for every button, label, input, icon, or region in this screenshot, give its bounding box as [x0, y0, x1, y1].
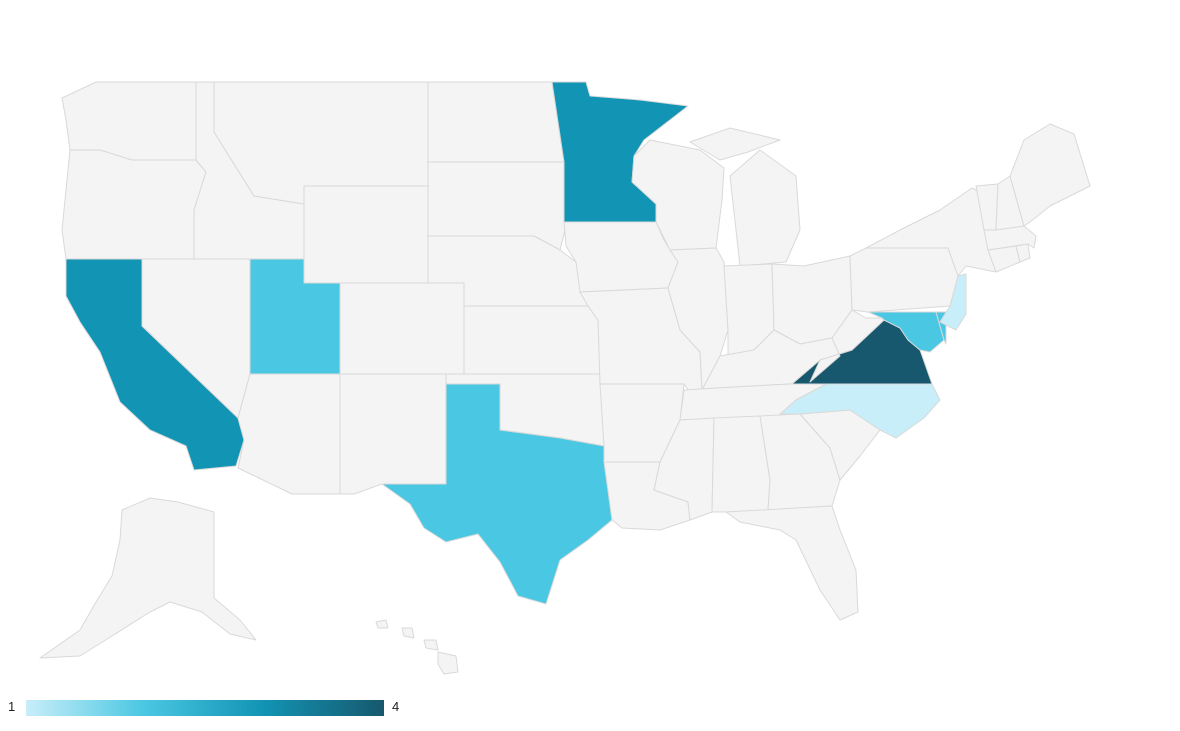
- state-FL[interactable]: [725, 505, 859, 621]
- state-OR[interactable]: [61, 149, 207, 260]
- state-KS[interactable]: [463, 305, 601, 375]
- legend-gradient-bar: [26, 700, 384, 716]
- state-ME[interactable]: [1009, 123, 1091, 227]
- state-TX[interactable]: [381, 383, 613, 605]
- state-AL[interactable]: [711, 415, 771, 513]
- state-MI[interactable]: [689, 127, 801, 267]
- legend-max-label: 4: [392, 699, 400, 714]
- state-CO[interactable]: [339, 282, 465, 375]
- state-AK[interactable]: [39, 497, 257, 659]
- color-legend: 1 4: [0, 690, 420, 724]
- state-WY[interactable]: [303, 185, 429, 284]
- state-WA[interactable]: [61, 81, 197, 161]
- state-NJ[interactable]: [939, 273, 967, 331]
- state-PA[interactable]: [849, 247, 959, 313]
- state-AZ[interactable]: [237, 373, 341, 495]
- state-HI[interactable]: [375, 619, 459, 675]
- state-WV[interactable]: [809, 309, 885, 383]
- legend-min-label: 1: [8, 699, 16, 714]
- state-NM[interactable]: [339, 373, 447, 495]
- state-ND[interactable]: [427, 81, 565, 163]
